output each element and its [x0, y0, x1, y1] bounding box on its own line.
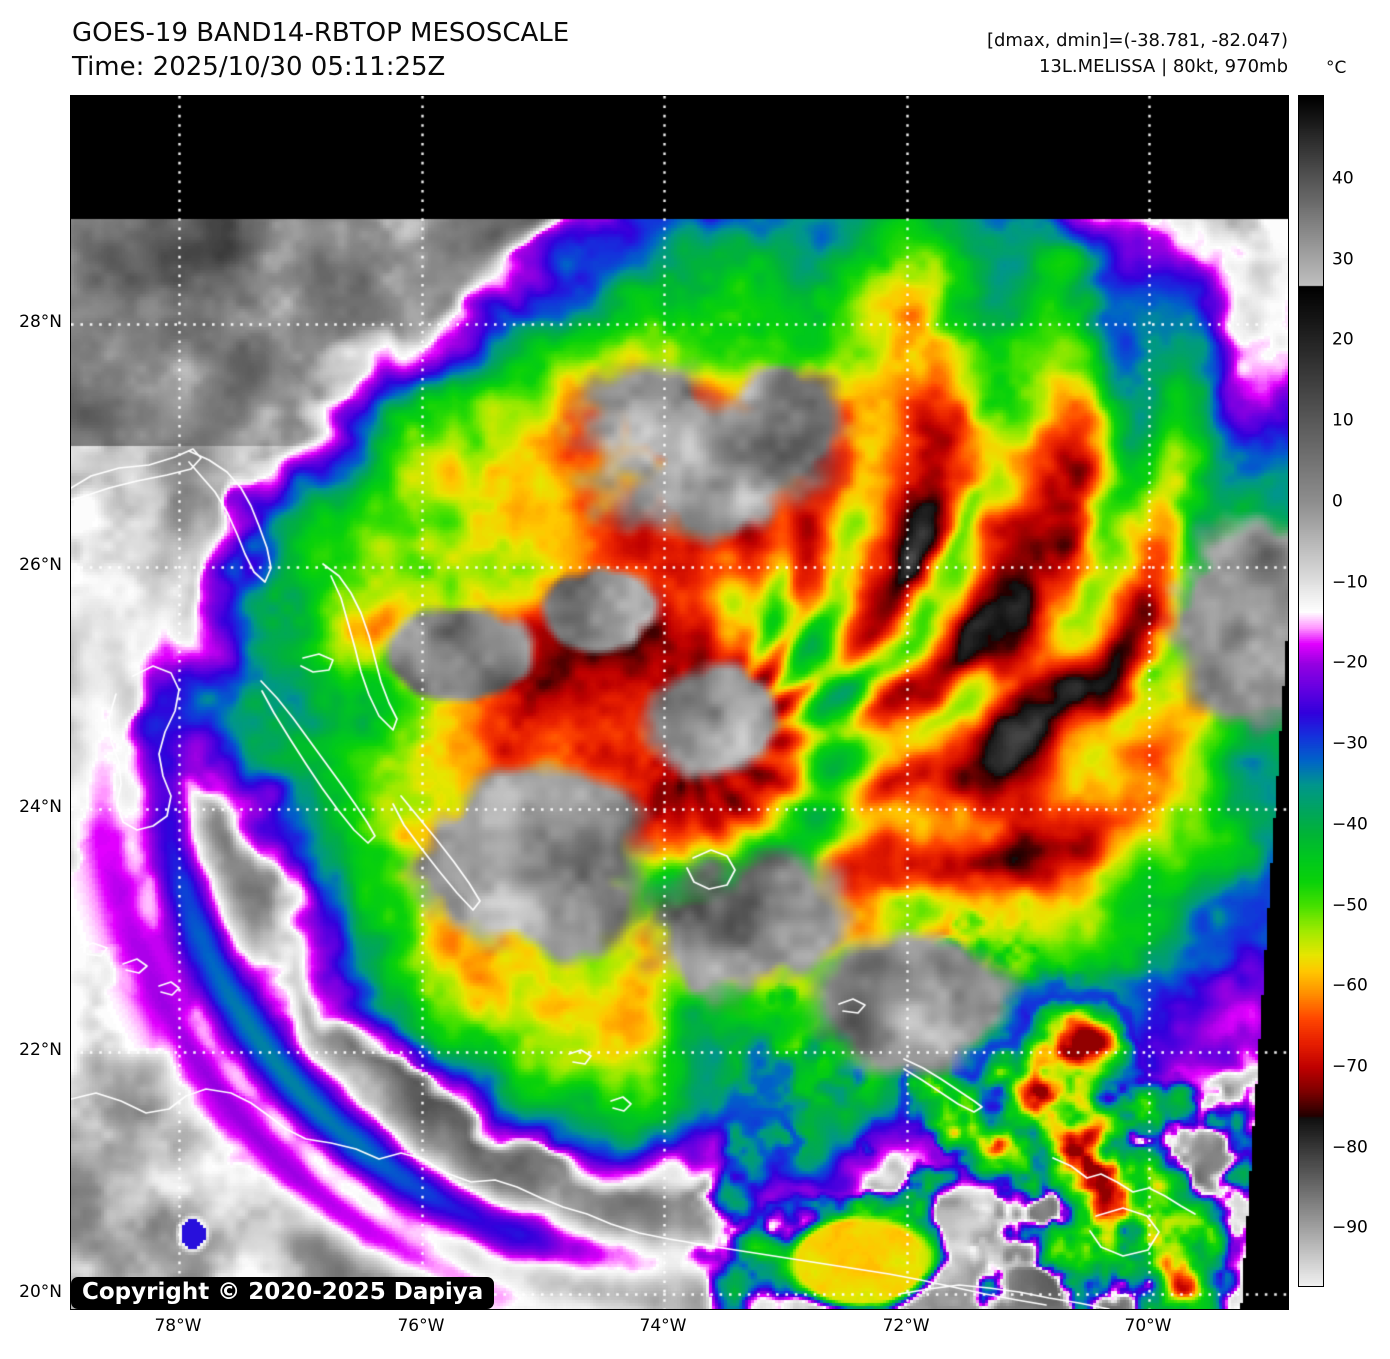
colorbar-tick-label: 0 [1332, 491, 1343, 512]
lon-axis-label: 70°W [1124, 1316, 1172, 1336]
colorbar-unit-label: °C [1326, 58, 1347, 78]
colorbar-tick-label: −40 [1332, 814, 1368, 835]
stats-block: [dmax, dmin]=(-38.781, -82.047) 13L.MELI… [987, 28, 1288, 80]
lat-axis-label: 20°N [19, 1282, 62, 1303]
lon-axis-label: 72°W [882, 1316, 930, 1336]
lon-axis-label: 74°W [639, 1316, 687, 1336]
colorbar-tick-label: −90 [1332, 1218, 1368, 1239]
colorbar-tick-label: 30 [1332, 249, 1354, 270]
storm-stat: 13L.MELISSA | 80kt, 970mb [1038, 56, 1288, 77]
colorbar-tick-label: −60 [1332, 975, 1368, 996]
colorbar-tick-label: 10 [1332, 410, 1354, 431]
lat-axis-label: 26°N [19, 554, 62, 575]
colorbar-tick-label: 20 [1332, 330, 1354, 351]
colorbar-tick-label: −10 [1332, 572, 1368, 593]
colorbar-tick-label: −80 [1332, 1137, 1368, 1158]
lat-axis-label: 28°N [19, 312, 62, 333]
colorbar-tick-label: 40 [1332, 168, 1354, 189]
lon-axis-label: 76°W [397, 1316, 445, 1336]
satellite-image [70, 95, 1289, 1310]
lon-axis-label: 78°W [154, 1316, 202, 1336]
dmax-dmin-stat: [dmax, dmin]=(-38.781, -82.047) [986, 30, 1288, 51]
colorbar-tick-label: −50 [1332, 895, 1368, 916]
lat-axis-label: 24°N [19, 797, 62, 818]
colorbar [1298, 95, 1324, 1287]
colorbar-tick-label: −70 [1332, 1056, 1368, 1077]
product-title: GOES-19 BAND14-RBTOP MESOSCALE [72, 18, 570, 48]
title-block: GOES-19 BAND14-RBTOP MESOSCALE Time: 202… [72, 16, 569, 84]
colorbar-tick-label: −20 [1332, 652, 1368, 673]
copyright-badge: Copyright © 2020-2025 Dapiya [71, 1277, 495, 1309]
product-time: Time: 2025/10/30 05:11:25Z [72, 52, 446, 82]
lat-axis-label: 22°N [19, 1040, 62, 1061]
colorbar-tick-label: −30 [1332, 733, 1368, 754]
